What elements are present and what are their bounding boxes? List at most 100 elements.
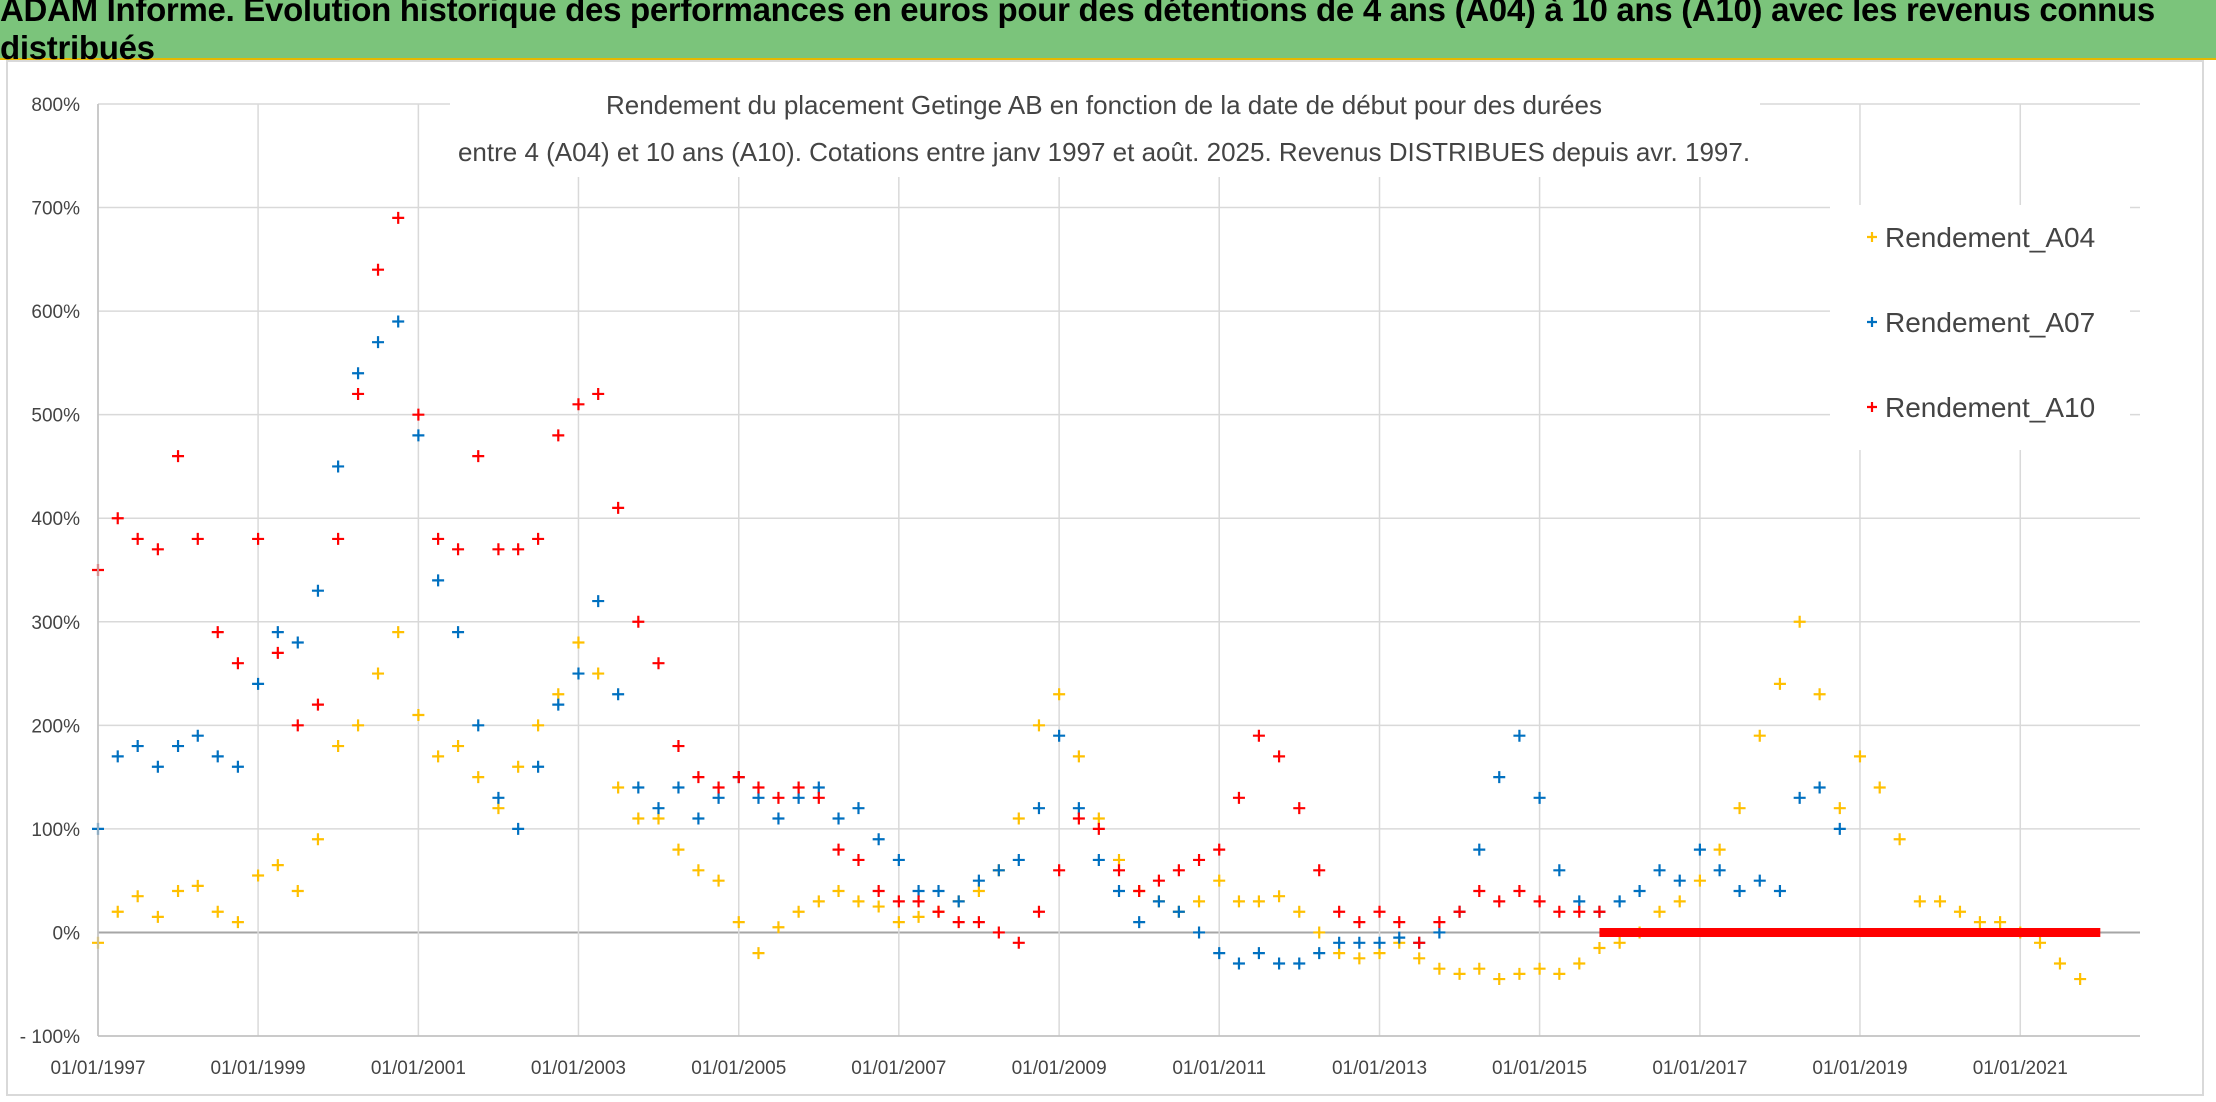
data-point: [1613, 936, 1626, 949]
data-point: [1213, 843, 1226, 856]
data-point: [472, 450, 485, 463]
data-point: [191, 532, 204, 545]
data-point: [452, 740, 465, 753]
data-point: [912, 895, 925, 908]
data-point: [732, 771, 745, 784]
data-point: [1513, 729, 1526, 742]
data-point: [612, 501, 625, 514]
data-point: [1473, 962, 1486, 975]
data-point: [672, 781, 685, 794]
data-point: [1633, 885, 1646, 898]
data-point: [1252, 729, 1265, 742]
data-point: [1573, 905, 1586, 918]
data-point: [191, 879, 204, 892]
data-point: [912, 885, 925, 898]
legend-marker: [1867, 317, 1877, 327]
data-point: [832, 812, 845, 825]
data-point: [1053, 688, 1066, 701]
data-point: [1232, 791, 1245, 804]
y-tick-label: 800%: [31, 95, 80, 116]
data-point: [2074, 973, 2087, 986]
data-point: [552, 698, 565, 711]
data-point: [372, 667, 385, 680]
data-point: [392, 626, 405, 639]
data-point: [1873, 781, 1886, 794]
data-point: [2053, 957, 2066, 970]
data-point: [131, 532, 144, 545]
data-point: [792, 791, 805, 804]
data-point: [1853, 750, 1866, 763]
data-point: [952, 895, 965, 908]
data-point: [131, 890, 144, 903]
x-tick-label: 01/01/2015: [1492, 1058, 1587, 1079]
data-point: [211, 905, 224, 918]
data-point: [972, 874, 985, 887]
data-point: [1433, 962, 1446, 975]
data-point: [1333, 905, 1346, 918]
data-point: [1273, 750, 1286, 763]
data-point: [632, 781, 645, 794]
data-point: [172, 740, 185, 753]
chart-title-line-1: Rendement du placement Getinge AB en fon…: [606, 90, 1602, 120]
data-point: [672, 843, 685, 856]
x-tick-label: 01/01/2007: [851, 1058, 946, 1079]
data-point: [111, 905, 124, 918]
data-point: [972, 885, 985, 898]
data-point: [1072, 812, 1085, 825]
report-banner-title: ADAM Informe. Evolution historique des p…: [0, 0, 2155, 66]
data-point: [1333, 936, 1346, 949]
data-point: [592, 387, 605, 400]
x-tick-label: 01/01/2021: [1973, 1058, 2068, 1079]
data-point: [412, 429, 425, 442]
data-point: [652, 812, 665, 825]
data-point: [1012, 853, 1025, 866]
data-point: [111, 750, 124, 763]
data-point: [772, 921, 785, 934]
data-point: [1653, 864, 1666, 877]
data-point: [552, 688, 565, 701]
data-point: [131, 740, 144, 753]
data-point: [632, 812, 645, 825]
y-tick-label: 400%: [31, 509, 80, 530]
data-point: [1172, 905, 1185, 918]
data-point: [1713, 843, 1726, 856]
data-point: [1092, 822, 1105, 835]
data-point: [1393, 916, 1406, 929]
legend-label: Rendement_A04: [1885, 222, 2095, 253]
y-tick-label: 200%: [31, 716, 80, 737]
data-point: [472, 719, 485, 732]
data-point: [892, 853, 905, 866]
data-point: [1733, 885, 1746, 898]
data-point: [1493, 895, 1506, 908]
data-point: [692, 771, 705, 784]
x-tick-label: 01/01/2005: [691, 1058, 786, 1079]
data-point: [1193, 853, 1206, 866]
data-point: [1433, 916, 1446, 929]
data-point: [1373, 936, 1386, 949]
data-point: [1773, 885, 1786, 898]
data-point: [1433, 926, 1446, 939]
data-point: [392, 211, 405, 224]
data-point: [231, 760, 244, 773]
data-point: [892, 895, 905, 908]
data-point: [1353, 952, 1366, 965]
data-point: [311, 833, 324, 846]
data-point: [1353, 936, 1366, 949]
data-point: [1693, 843, 1706, 856]
y-tick-label: 600%: [31, 302, 80, 323]
data-point: [1773, 677, 1786, 690]
legend-label: Rendement_A07: [1885, 307, 2095, 338]
data-point: [1473, 885, 1486, 898]
data-point: [392, 315, 405, 328]
data-point: [191, 729, 204, 742]
data-point: [1413, 952, 1426, 965]
data-point: [291, 636, 304, 649]
data-point: [852, 802, 865, 815]
y-tick-label: 500%: [31, 406, 80, 427]
data-point: [1053, 729, 1066, 742]
data-point: [1553, 905, 1566, 918]
data-point: [992, 926, 1005, 939]
data-point: [1593, 905, 1606, 918]
data-point: [1553, 864, 1566, 877]
